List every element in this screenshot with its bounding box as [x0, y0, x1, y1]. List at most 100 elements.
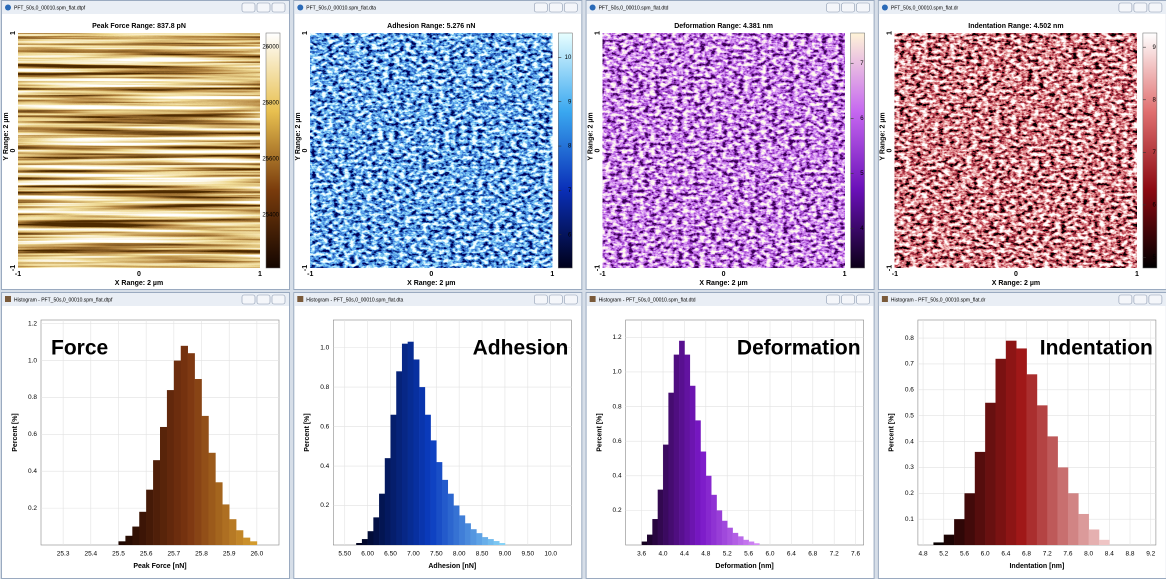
colorbar-tick-label: 8 — [1153, 97, 1157, 103]
histogram-bar — [361, 539, 368, 545]
y-tick-label: 0.8 — [28, 394, 37, 401]
y-tick-label: 0.4 — [28, 468, 37, 475]
window-button[interactable] — [563, 2, 578, 13]
y-tick-label: -1 — [594, 265, 601, 271]
y-tick-label: 1.0 — [320, 344, 329, 351]
window-button[interactable] — [241, 294, 256, 305]
colorbar-tick-label: 7 — [1153, 150, 1157, 156]
colorbar — [558, 32, 573, 269]
image-title: Peak Force Range: 837.8 pN — [92, 23, 186, 30]
colorbar-tick-label: 5 — [860, 171, 864, 177]
histogram-bar — [679, 340, 685, 545]
y-axis-label: Y Range: 2 µm — [295, 112, 302, 160]
x-tick-label: 8.00 — [453, 551, 466, 558]
histogram-bar — [407, 341, 414, 545]
window-button[interactable] — [271, 2, 286, 13]
window-button[interactable] — [1133, 2, 1148, 13]
histogram-bar — [436, 462, 443, 545]
window-button[interactable] — [826, 2, 840, 13]
histogram-bar — [413, 359, 420, 545]
histogram-bar — [401, 343, 408, 545]
histogram-bar — [1098, 539, 1110, 545]
x-tick-label: 4.8 — [919, 551, 928, 558]
window-button[interactable] — [1118, 2, 1133, 13]
window-button[interactable] — [548, 2, 563, 13]
x-tick-label: 25.3 — [57, 551, 70, 558]
title-bar — [2, 293, 289, 306]
histogram-bar — [705, 475, 712, 545]
window-button[interactable] — [1148, 294, 1163, 305]
histogram-bar — [356, 543, 363, 545]
histogram-bar — [153, 460, 161, 545]
histogram-bar — [146, 489, 154, 545]
y-tick-label: 0.8 — [613, 403, 622, 410]
window-button[interactable] — [1133, 294, 1148, 305]
chart-label: Deformation — [737, 337, 861, 360]
window-button[interactable] — [548, 294, 563, 305]
y-tick-label: 1.0 — [613, 369, 622, 376]
window-button[interactable] — [563, 294, 578, 305]
colorbar-tick-label: 8 — [568, 144, 572, 150]
y-tick-label: 0 — [594, 148, 601, 152]
y-tick-label: 0.6 — [28, 431, 37, 438]
x-tick-label: 5.50 — [338, 551, 351, 558]
x-tick-label: 9.50 — [521, 551, 534, 558]
window-button[interactable] — [256, 2, 271, 13]
histogram-bar — [1036, 405, 1048, 545]
histogram-bar — [933, 542, 945, 545]
window-icon — [881, 4, 888, 11]
histogram-bar — [390, 414, 397, 545]
window-button[interactable] — [1118, 294, 1133, 305]
window-button[interactable] — [256, 294, 271, 305]
window-button[interactable] — [856, 2, 870, 13]
x-axis-label: Deformation [nm] — [715, 563, 773, 570]
histogram-bar — [118, 541, 126, 545]
x-axis-label: Peak Force [nN] — [133, 563, 186, 570]
histogram-bar — [673, 354, 680, 545]
histogram-bar — [459, 515, 466, 545]
x-tick-label: 0 — [429, 271, 433, 278]
colorbar-tick-label: 10 — [565, 55, 572, 61]
window-button[interactable] — [533, 294, 548, 305]
window-button[interactable] — [271, 294, 286, 305]
x-tick-label: 7.6 — [851, 551, 860, 558]
window-button[interactable] — [533, 2, 548, 13]
x-tick-label: -1 — [892, 271, 898, 278]
window-button[interactable] — [841, 294, 855, 305]
y-tick-label: 0.1 — [905, 516, 914, 523]
x-tick-label: 26.0 — [251, 551, 264, 558]
y-tick-label: 0.4 — [320, 463, 329, 470]
colorbar-tick-label: 7 — [568, 188, 572, 194]
y-tick-label: 1 — [887, 31, 894, 35]
x-tick-label: 25.7 — [168, 551, 181, 558]
window-button[interactable] — [1148, 2, 1163, 13]
histogram-bar — [187, 353, 195, 545]
histogram-bar — [995, 358, 1007, 545]
x-tick-label: 25.6 — [140, 551, 153, 558]
afm-image — [310, 33, 553, 268]
window-button[interactable] — [826, 294, 840, 305]
histogram-bar — [1078, 513, 1089, 545]
x-tick-label: 7.2 — [1043, 551, 1052, 558]
window-title: PFT_50s,0_00010.spm_flat.dta — [306, 5, 376, 11]
window-button[interactable] — [841, 2, 855, 13]
histogram-bar — [424, 414, 431, 545]
histogram-bar — [222, 504, 230, 545]
colorbar-tick-label: 25400 — [262, 212, 279, 218]
y-tick-label: 0.6 — [320, 423, 329, 430]
window-icon — [881, 296, 888, 302]
image-title: Adhesion Range: 5.276 nN — [387, 23, 475, 30]
histogram-bar — [716, 510, 723, 545]
x-tick-label: 25.9 — [223, 551, 236, 558]
y-tick-label: 0 — [10, 148, 17, 152]
window-icon — [297, 296, 304, 302]
y-tick-label: 1 — [302, 31, 309, 35]
window-button[interactable] — [241, 2, 256, 13]
y-tick-label: 1 — [594, 31, 601, 35]
window-button[interactable] — [856, 294, 870, 305]
y-tick-label: 0.2 — [320, 502, 329, 509]
histogram-bar — [663, 444, 669, 545]
histogram-bar — [447, 493, 454, 545]
x-tick-label: 5.2 — [723, 551, 732, 558]
y-axis-label: Percent [%] — [304, 413, 311, 452]
